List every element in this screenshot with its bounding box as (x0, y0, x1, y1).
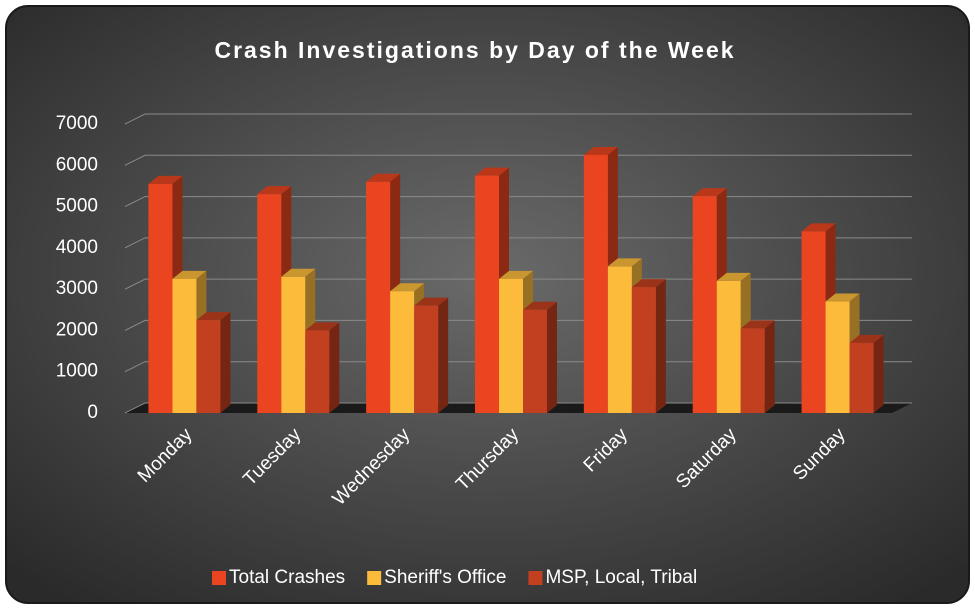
bar (825, 301, 850, 413)
y-tick-label: 3000 (56, 278, 98, 299)
legend-swatch (212, 571, 226, 585)
bar-side (764, 320, 775, 413)
bar (740, 328, 765, 413)
chart-title: Crash Investigations by Day of the Week (214, 37, 735, 63)
bar (172, 278, 197, 413)
bar-top (281, 268, 316, 277)
bar-top (499, 270, 533, 279)
bar-top (716, 272, 751, 281)
bar (148, 183, 173, 413)
y-tick-label: 6000 (56, 154, 98, 175)
bar (499, 278, 523, 413)
bar-side (873, 334, 884, 413)
bar-top (475, 167, 509, 176)
y-tick-label: 1000 (56, 361, 98, 382)
bar (305, 330, 330, 413)
bar (281, 276, 306, 413)
bar-side (220, 312, 231, 413)
bar (631, 287, 656, 413)
bar (716, 280, 741, 413)
bar-top (583, 146, 618, 155)
bar (692, 196, 717, 413)
y-tick-label: 4000 (56, 237, 98, 258)
legend-label: Sheriff's Office (384, 567, 506, 588)
bar-side (438, 297, 449, 413)
y-tick-label: 2000 (56, 319, 98, 340)
bar (366, 181, 391, 413)
bar-top (631, 279, 666, 288)
bar-top (740, 320, 775, 329)
legend-label: MSP, Local, Tribal (545, 567, 697, 588)
bar-top (257, 186, 292, 195)
bar-top (305, 322, 340, 331)
bar (607, 266, 632, 413)
grid-line (124, 154, 912, 166)
y-tick-label: 5000 (56, 196, 98, 217)
bar (475, 175, 499, 413)
bar (849, 342, 874, 413)
bar-side (329, 322, 340, 413)
bar (801, 231, 826, 413)
bar (390, 291, 415, 413)
bar-top (607, 258, 642, 267)
bar-top (196, 312, 231, 321)
grid-line (124, 196, 912, 208)
bar-top (390, 283, 425, 292)
bar-top (172, 270, 207, 279)
bar-top (849, 334, 884, 343)
bar-top (692, 188, 727, 197)
y-tick-label: 0 (87, 402, 98, 423)
grid-line (124, 237, 912, 249)
grid-line (124, 113, 912, 125)
y-tick-label: 7000 (56, 113, 98, 134)
legend-swatch (528, 571, 543, 585)
bar-side (655, 279, 666, 413)
bar-top (523, 301, 557, 310)
legend-label: Total Crashes (229, 567, 345, 588)
bar (414, 305, 439, 413)
bar-top (414, 297, 449, 306)
bar-top (825, 293, 860, 302)
bar-top (366, 173, 401, 182)
legend-swatch (367, 571, 382, 585)
bar-side (547, 301, 557, 413)
bar (583, 154, 608, 413)
bar (196, 320, 221, 413)
bar-top (148, 175, 183, 184)
bar (257, 194, 282, 413)
bar-top (801, 223, 836, 232)
bar (523, 309, 547, 413)
